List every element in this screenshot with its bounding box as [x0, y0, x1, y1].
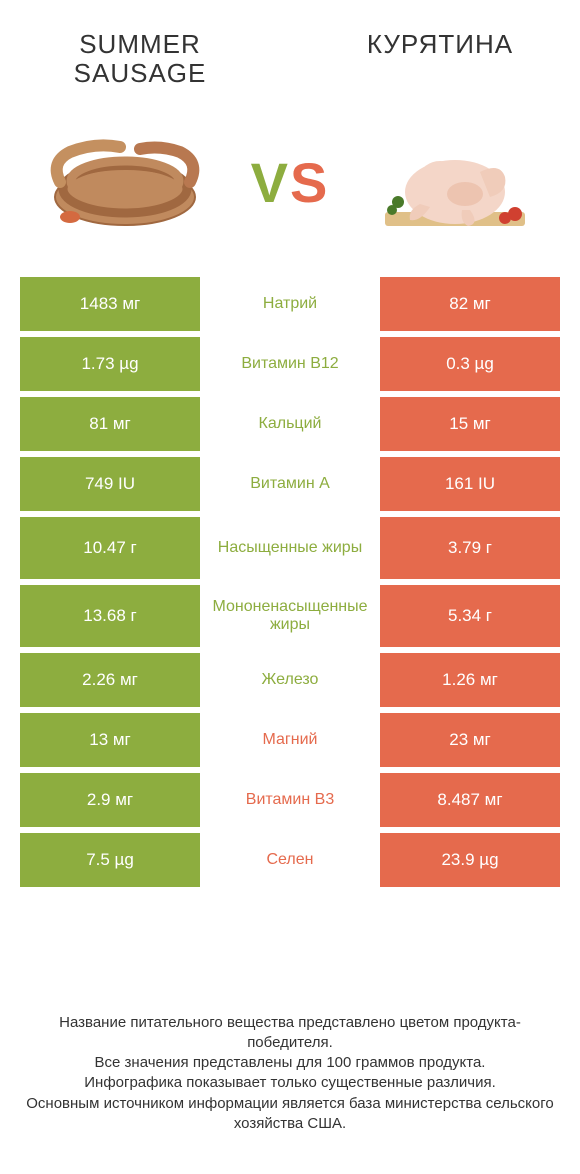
table-row: 1483 мгНатрий82 мг [20, 277, 560, 331]
nutrient-label-cell: Железо [200, 653, 380, 707]
comparison-table: 1483 мгНатрий82 мг 1.73 µgВитамин B120.3 … [20, 277, 560, 887]
vs-s-letter: S [290, 151, 329, 214]
vs-v-letter: V [251, 151, 290, 214]
nutrient-label-cell: Витамин A [200, 457, 380, 511]
right-value-cell: 161 IU [380, 457, 560, 511]
left-value-cell: 1483 мг [20, 277, 200, 331]
right-value-cell: 23 мг [380, 713, 560, 767]
left-value-cell: 2.26 мг [20, 653, 200, 707]
left-value-cell: 749 IU [20, 457, 200, 511]
right-value-cell: 0.3 µg [380, 337, 560, 391]
right-value-cell: 23.9 µg [380, 833, 560, 887]
nutrient-label-cell: Мононенасыщенные жиры [200, 585, 380, 647]
sausage-icon [40, 127, 210, 237]
table-row: 2.26 мгЖелезо1.26 мг [20, 653, 560, 707]
footer-notes: Название питательного вещества представл… [20, 1013, 560, 1135]
left-value-cell: 2.9 мг [20, 773, 200, 827]
left-value-cell: 13 мг [20, 713, 200, 767]
right-value-cell: 1.26 мг [380, 653, 560, 707]
footer-line-3: Инфографика показывает только существенн… [20, 1073, 560, 1093]
footer-line-1: Название питательного вещества представл… [20, 1013, 560, 1054]
footer-line-2: Все значения представлены для 100 граммо… [20, 1053, 560, 1073]
nutrient-label-cell: Селен [200, 833, 380, 887]
table-row: 7.5 µgСелен23.9 µg [20, 833, 560, 887]
table-row: 81 мгКальций15 мг [20, 397, 560, 451]
right-product-title: КУРЯТИНА [340, 30, 540, 59]
right-value-cell: 3.79 г [380, 517, 560, 579]
left-value-cell: 13.68 г [20, 585, 200, 647]
right-value-cell: 8.487 мг [380, 773, 560, 827]
right-value-cell: 82 мг [380, 277, 560, 331]
left-value-cell: 7.5 µg [20, 833, 200, 887]
sausage-image [40, 117, 210, 247]
right-value-cell: 5.34 г [380, 585, 560, 647]
nutrient-label-cell: Насыщенные жиры [200, 517, 380, 579]
table-row: 1.73 µgВитамин B120.3 µg [20, 337, 560, 391]
chicken-image [370, 117, 540, 247]
right-value-cell: 15 мг [380, 397, 560, 451]
header: SUMMER SAUSAGE КУРЯТИНА [0, 0, 580, 97]
left-product-title: SUMMER SAUSAGE [40, 30, 240, 87]
left-value-cell: 1.73 µg [20, 337, 200, 391]
table-row: 13.68 гМононенасыщенные жиры5.34 г [20, 585, 560, 647]
nutrient-label-cell: Кальций [200, 397, 380, 451]
nutrient-label-cell: Витамин B12 [200, 337, 380, 391]
vs-label: VS [251, 150, 330, 215]
nutrient-label-cell: Натрий [200, 277, 380, 331]
nutrient-label-cell: Магний [200, 713, 380, 767]
table-row: 749 IUВитамин A161 IU [20, 457, 560, 511]
table-row: 13 мгМагний23 мг [20, 713, 560, 767]
table-row: 10.47 гНасыщенные жиры3.79 г [20, 517, 560, 579]
images-row: VS [0, 97, 580, 277]
left-value-cell: 81 мг [20, 397, 200, 451]
table-row: 2.9 мгВитамин B38.487 мг [20, 773, 560, 827]
footer-line-4: Основным источником информации является … [20, 1094, 560, 1135]
left-value-cell: 10.47 г [20, 517, 200, 579]
nutrient-label-cell: Витамин B3 [200, 773, 380, 827]
chicken-icon [370, 122, 540, 242]
